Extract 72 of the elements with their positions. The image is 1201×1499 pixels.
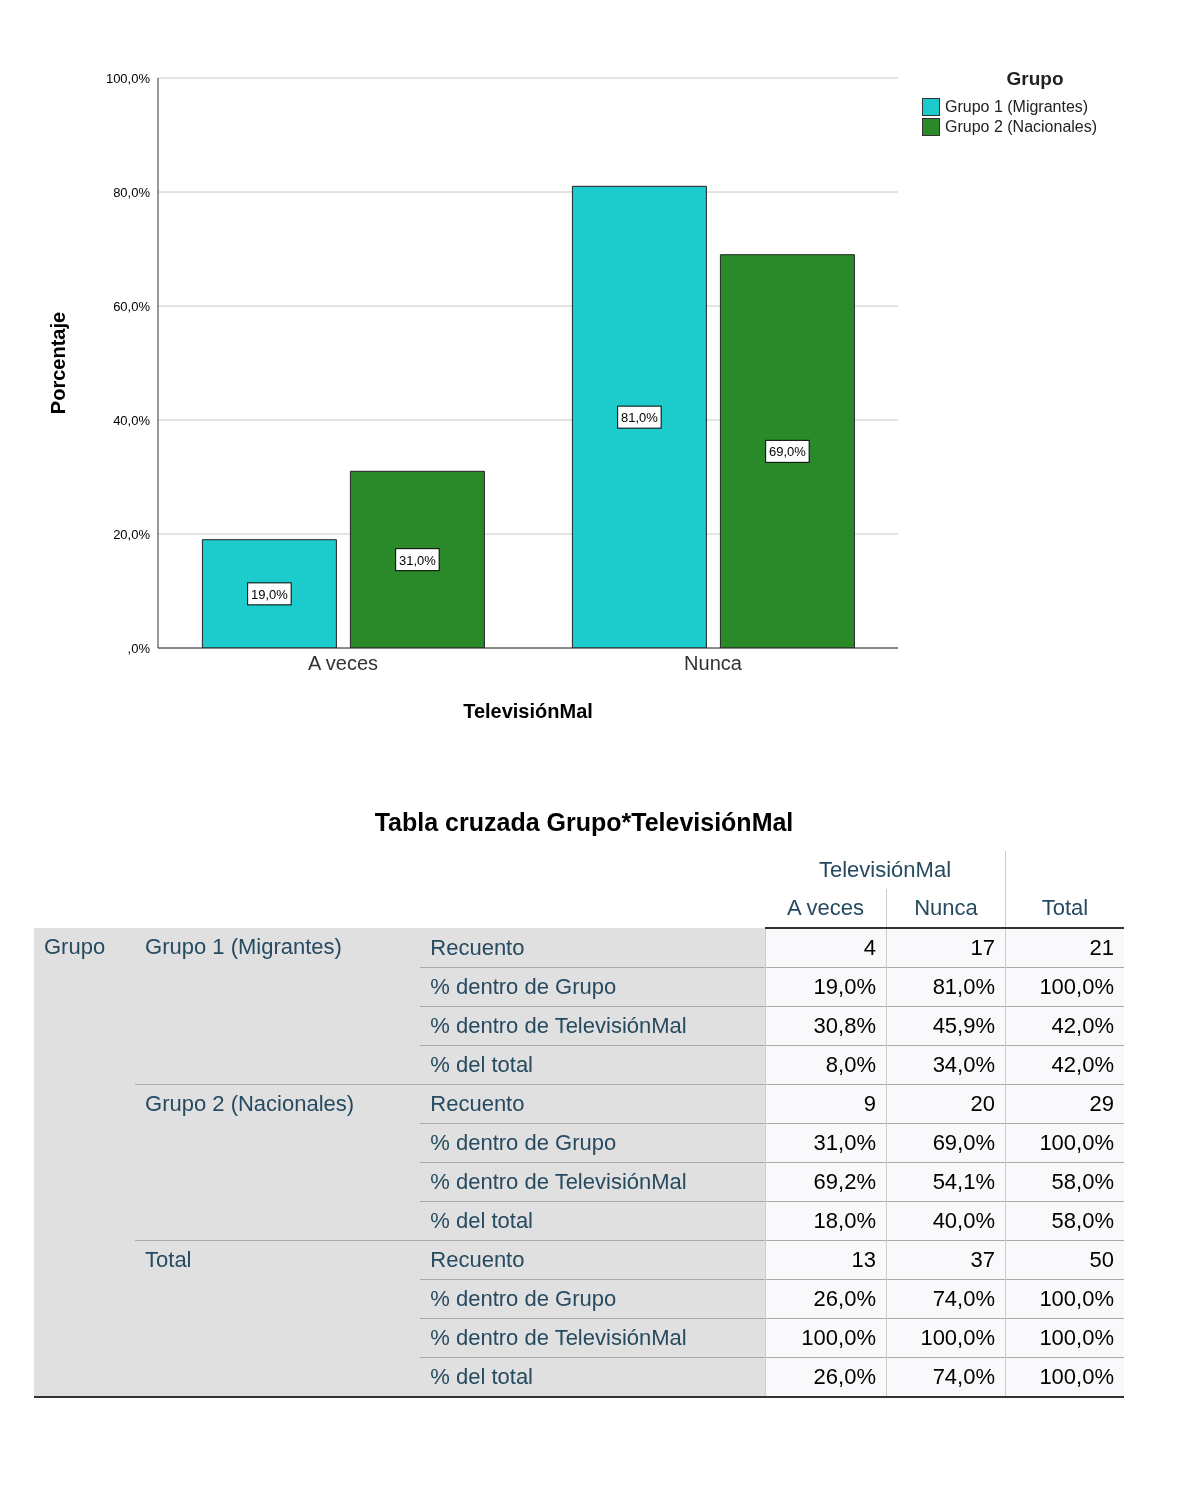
text: 18,0% <box>813 1208 876 1233</box>
x-axis-title: TelevisiónMal <box>463 700 593 722</box>
data-label: 31,0% <box>398 552 437 568</box>
text: 9 <box>863 1091 876 1116</box>
text: 58,0% <box>1051 1208 1114 1233</box>
text: 100,0% <box>1039 1364 1114 1389</box>
text: 69,2% <box>813 1169 876 1194</box>
text: 42,0% <box>1051 1052 1114 1077</box>
data-label: 19,0% <box>250 586 289 602</box>
data-label: 81,0% <box>620 410 659 426</box>
text: 74,0% <box>932 1286 996 1311</box>
data-label: 69,0% <box>768 444 807 460</box>
legend-title: Grupo <box>1005 68 1065 90</box>
category-label: % dentro de Grupo <box>430 1286 617 1311</box>
text: 37 <box>970 1247 996 1272</box>
y-tick-label: 40,0% <box>113 412 151 428</box>
y-tick-label: ,0% <box>127 640 151 656</box>
text: 20 <box>970 1091 996 1116</box>
text: 40,0% <box>932 1208 996 1233</box>
text: 50 <box>1089 1247 1114 1272</box>
y-tick-label: 20,0% <box>113 526 151 542</box>
category-label: % dentro de TelevisiónMal <box>430 1325 687 1350</box>
text: 45,9% <box>932 1013 996 1038</box>
category-label: Nunca <box>886 889 1006 928</box>
text: 58,0% <box>1051 1169 1114 1194</box>
category-label: % dentro de TelevisiónMal <box>430 1013 687 1038</box>
category-label: % del total <box>430 1052 534 1077</box>
legend-label: Grupo 2 (Nacionales) <box>945 118 1098 136</box>
category-label: Total <box>145 1247 192 1272</box>
text: 100,0% <box>1039 1286 1114 1311</box>
category-label: Recuento <box>430 1091 525 1116</box>
text: 8,0% <box>825 1052 876 1077</box>
y-tick-label: 60,0% <box>113 298 151 314</box>
text: 100,0% <box>920 1325 996 1350</box>
text: 30,8% <box>813 1013 876 1038</box>
text: 31,0% <box>813 1130 876 1155</box>
text: Tabla cruzada Grupo*TelevisiónMal <box>373 808 795 837</box>
y-tick-label: 80,0% <box>113 184 151 200</box>
category-label: % del total <box>430 1208 534 1233</box>
text: TelevisiónMal <box>765 851 1006 889</box>
text: 81,0% <box>932 974 996 999</box>
text: 19,0% <box>813 974 876 999</box>
text: 4 <box>863 935 876 960</box>
category-label: Grupo 2 (Nacionales) <box>145 1091 355 1116</box>
text: 29 <box>1089 1091 1114 1116</box>
text: 100,0% <box>1039 1130 1114 1155</box>
text: 54,1% <box>932 1169 996 1194</box>
category-label: % dentro de Grupo <box>430 1130 617 1155</box>
category-label: A veces <box>765 889 887 928</box>
category-label: % dentro de TelevisiónMal <box>430 1169 687 1194</box>
category-label: % dentro de Grupo <box>430 974 617 999</box>
text: 100,0% <box>801 1325 876 1350</box>
category-label: Recuento <box>430 934 525 960</box>
text: 74,0% <box>932 1364 996 1389</box>
y-tick-label: 100,0% <box>105 70 151 86</box>
y-axis-title: Porcentaje <box>47 311 70 415</box>
text: 100,0% <box>1039 1325 1114 1350</box>
text: 17 <box>970 935 996 960</box>
text: Grupo <box>34 928 136 1397</box>
category-label: % del total <box>430 1364 534 1389</box>
text: 100,0% <box>1039 974 1114 999</box>
text: 34,0% <box>932 1052 996 1077</box>
text: 69,0% <box>932 1130 996 1155</box>
text: 26,0% <box>813 1286 876 1311</box>
legend-label: Grupo 1 (Migrantes) <box>945 98 1089 116</box>
text: 26,0% <box>813 1364 876 1389</box>
text: 42,0% <box>1051 1013 1114 1038</box>
category-label: Recuento <box>430 1247 525 1272</box>
category-label: Grupo 1 (Migrantes) <box>145 934 342 959</box>
category-label: Total <box>1005 889 1124 928</box>
text: 21 <box>1089 935 1114 960</box>
text: 13 <box>851 1247 876 1272</box>
